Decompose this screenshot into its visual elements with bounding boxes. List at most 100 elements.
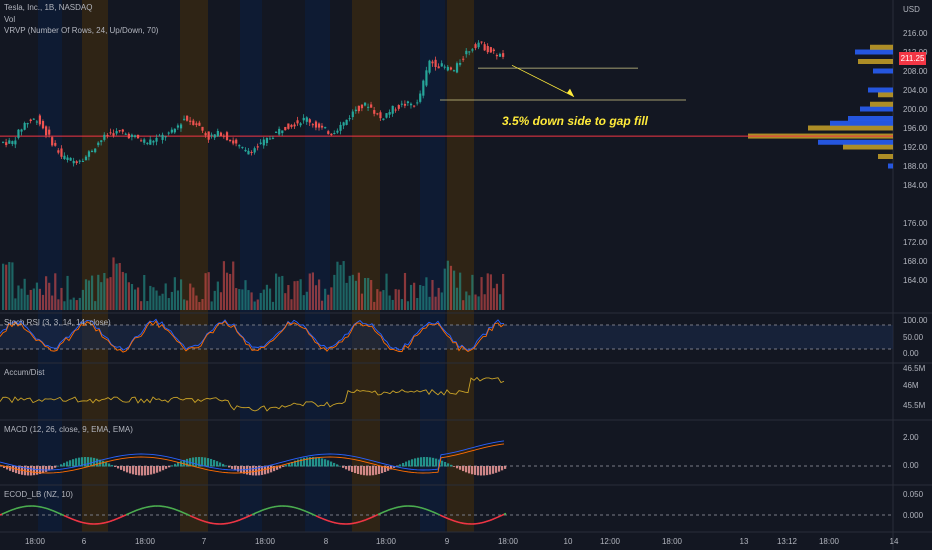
macd-histogram-bar [81, 457, 84, 467]
candle-body [241, 146, 244, 148]
time-tick-label: 8 [324, 537, 329, 546]
macd-histogram-bar [45, 466, 48, 472]
volume-bar [339, 264, 342, 310]
macd-histogram-bar [264, 466, 267, 475]
macd-histogram-bar [477, 466, 480, 476]
candle-body [299, 123, 302, 126]
volume-bar [434, 296, 437, 310]
volume-bar [290, 299, 293, 310]
gap-fill-annotation: 3.5% down side to gap fill [502, 114, 649, 128]
macd-histogram-bar [501, 466, 504, 471]
candle-body [281, 130, 284, 134]
macd-histogram-bar [351, 466, 354, 472]
volume-bar [69, 299, 72, 310]
macd-histogram-bar [339, 465, 342, 467]
macd-histogram-bar [129, 466, 132, 474]
macd-histogram-bar [27, 466, 30, 476]
ecod-segment [181, 511, 185, 514]
volume-bar [124, 273, 127, 310]
ecod-segment [441, 515, 445, 518]
macd-histogram-bar [75, 458, 78, 467]
macd-histogram-bar [504, 466, 507, 469]
candle-body [186, 115, 189, 121]
ecod-segment [7, 509, 11, 513]
ecod-segment [73, 519, 77, 522]
candle-body [97, 142, 100, 146]
macd-histogram-bar [30, 466, 33, 476]
macd-tick-label: 2.00 [903, 433, 919, 442]
volume-bar [498, 294, 502, 310]
volume-bar [422, 285, 425, 310]
ecod-segment [197, 518, 201, 521]
candle-body [333, 133, 336, 135]
volume-bar [360, 293, 364, 310]
candle-body [170, 129, 173, 133]
macd-histogram-bar [342, 466, 345, 468]
macd-histogram-bar [480, 466, 483, 476]
volume-bar [127, 282, 130, 310]
macd-histogram-bar [231, 466, 234, 469]
volume-bar [262, 289, 265, 310]
macd-histogram-bar [483, 466, 486, 476]
ecod-segment [49, 508, 53, 512]
volume-bar [54, 273, 57, 310]
macd-histogram-bar [168, 466, 171, 468]
session-band [420, 0, 445, 532]
ecod-segment [113, 518, 117, 521]
volume-profile-row [808, 125, 893, 131]
macd-histogram-bar [150, 466, 153, 475]
candle-body [130, 134, 134, 137]
macd-histogram-bar [96, 458, 99, 467]
ecod-segment [131, 510, 135, 513]
price-tick-label: 164.00 [903, 276, 928, 285]
volume-bar [480, 277, 483, 310]
ecod-segment [433, 511, 437, 515]
macd-histogram-bar [177, 462, 180, 467]
ecod-segment [171, 507, 175, 510]
candle-body [284, 126, 287, 131]
volume-bar [293, 281, 296, 310]
macd-histogram-bar [306, 457, 309, 467]
volume-bar [308, 273, 311, 310]
macd-histogram-bar [471, 466, 474, 475]
candle-body [446, 66, 449, 71]
macd-histogram-bar [174, 463, 177, 467]
volume-bar [11, 262, 14, 310]
ecod-segment [257, 510, 261, 513]
ecod-segment [237, 519, 241, 522]
candle-body [483, 44, 486, 51]
candle-body [318, 123, 321, 128]
ecod-segment [141, 507, 145, 510]
macd-histogram-bar [375, 466, 378, 475]
ecod-segment [71, 518, 75, 521]
ecod-segment [185, 513, 189, 516]
accum-dist-line [0, 376, 505, 412]
candle-body [232, 140, 235, 144]
ecod-segment [449, 518, 453, 521]
ecod-segment [77, 520, 81, 523]
volume-bar [152, 287, 155, 310]
candle-body [133, 135, 137, 138]
ecod-segment [121, 515, 125, 518]
macd-histogram-bar [294, 460, 297, 467]
ecod-segment [437, 513, 441, 516]
candle-body [146, 142, 149, 144]
macd-histogram-bar [441, 460, 444, 467]
time-tick-label: 13 [740, 537, 749, 546]
macd-histogram-bar [408, 460, 411, 467]
volume-bar [149, 285, 152, 310]
volume-bar [109, 277, 112, 310]
volume-profile-row [888, 163, 893, 169]
candle-body [345, 119, 348, 125]
volume-bar [66, 275, 69, 310]
volume-profile-row [858, 59, 893, 64]
price-tick-label: 196.00 [903, 124, 928, 133]
volume-bar [320, 300, 324, 310]
candle-body [8, 140, 11, 144]
ecod-tick-label: 0.000 [903, 511, 924, 520]
macd-histogram-bar [414, 458, 417, 467]
macd-histogram-bar [300, 458, 303, 467]
session-band [240, 0, 262, 532]
candle-body [259, 142, 262, 144]
